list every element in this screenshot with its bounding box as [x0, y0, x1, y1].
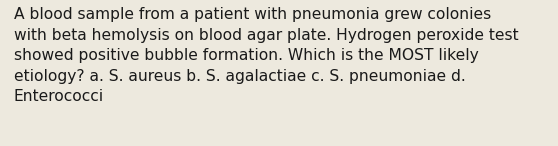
Text: A blood sample from a patient with pneumonia grew colonies
with beta hemolysis o: A blood sample from a patient with pneum…	[14, 7, 518, 104]
